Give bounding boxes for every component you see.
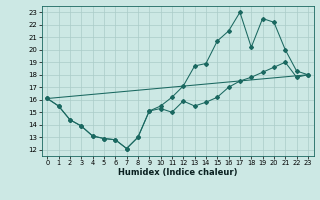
X-axis label: Humidex (Indice chaleur): Humidex (Indice chaleur) — [118, 168, 237, 177]
